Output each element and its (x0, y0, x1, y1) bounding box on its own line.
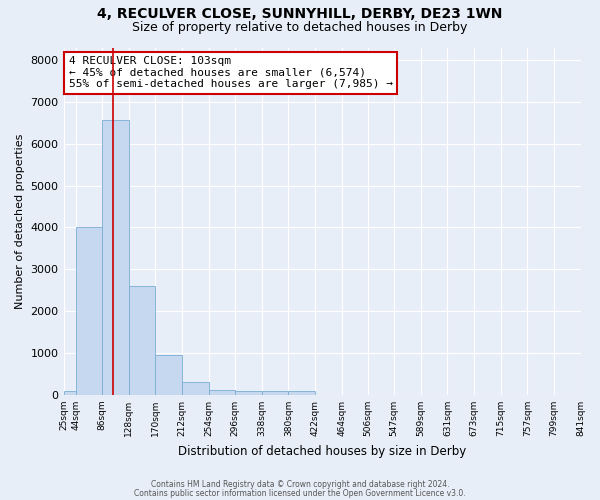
Bar (209, 390, 235, 395)
Bar (129, 286, 155, 395)
Bar (64, 390, 76, 395)
Bar (76, 228, 102, 395)
Text: Contains public sector information licensed under the Open Government Licence v3: Contains public sector information licen… (134, 488, 466, 498)
Text: 4, RECULVER CLOSE, SUNNYHILL, DERBY, DE23 1WN: 4, RECULVER CLOSE, SUNNYHILL, DERBY, DE2… (97, 8, 503, 22)
X-axis label: Distribution of detached houses by size in Derby: Distribution of detached houses by size … (178, 444, 466, 458)
Text: Size of property relative to detached houses in Derby: Size of property relative to detached ho… (133, 21, 467, 34)
Y-axis label: Number of detached properties: Number of detached properties (15, 134, 25, 309)
Bar (262, 390, 289, 395)
Bar (289, 390, 315, 395)
Text: Contains HM Land Registry data © Crown copyright and database right 2024.: Contains HM Land Registry data © Crown c… (151, 480, 449, 489)
Bar (182, 382, 209, 395)
Bar (235, 390, 262, 395)
Bar (155, 354, 182, 395)
Bar (102, 120, 129, 395)
Text: 4 RECULVER CLOSE: 103sqm
← 45% of detached houses are smaller (6,574)
55% of sem: 4 RECULVER CLOSE: 103sqm ← 45% of detach… (69, 56, 393, 90)
